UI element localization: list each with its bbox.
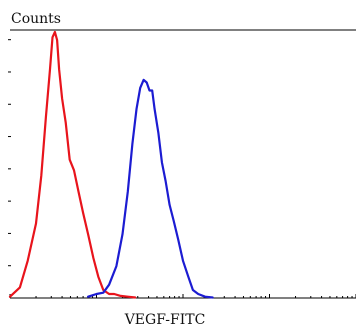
series-line-2 bbox=[87, 78, 214, 299]
series-line-1 bbox=[8, 30, 137, 299]
y-axis-ticks bbox=[8, 39, 11, 267]
x-axis-ticks bbox=[9, 294, 356, 298]
series-layer bbox=[8, 30, 214, 299]
y-axis-label: Counts bbox=[11, 11, 61, 27]
x-axis-label: VEGF-FITC bbox=[124, 312, 206, 327]
